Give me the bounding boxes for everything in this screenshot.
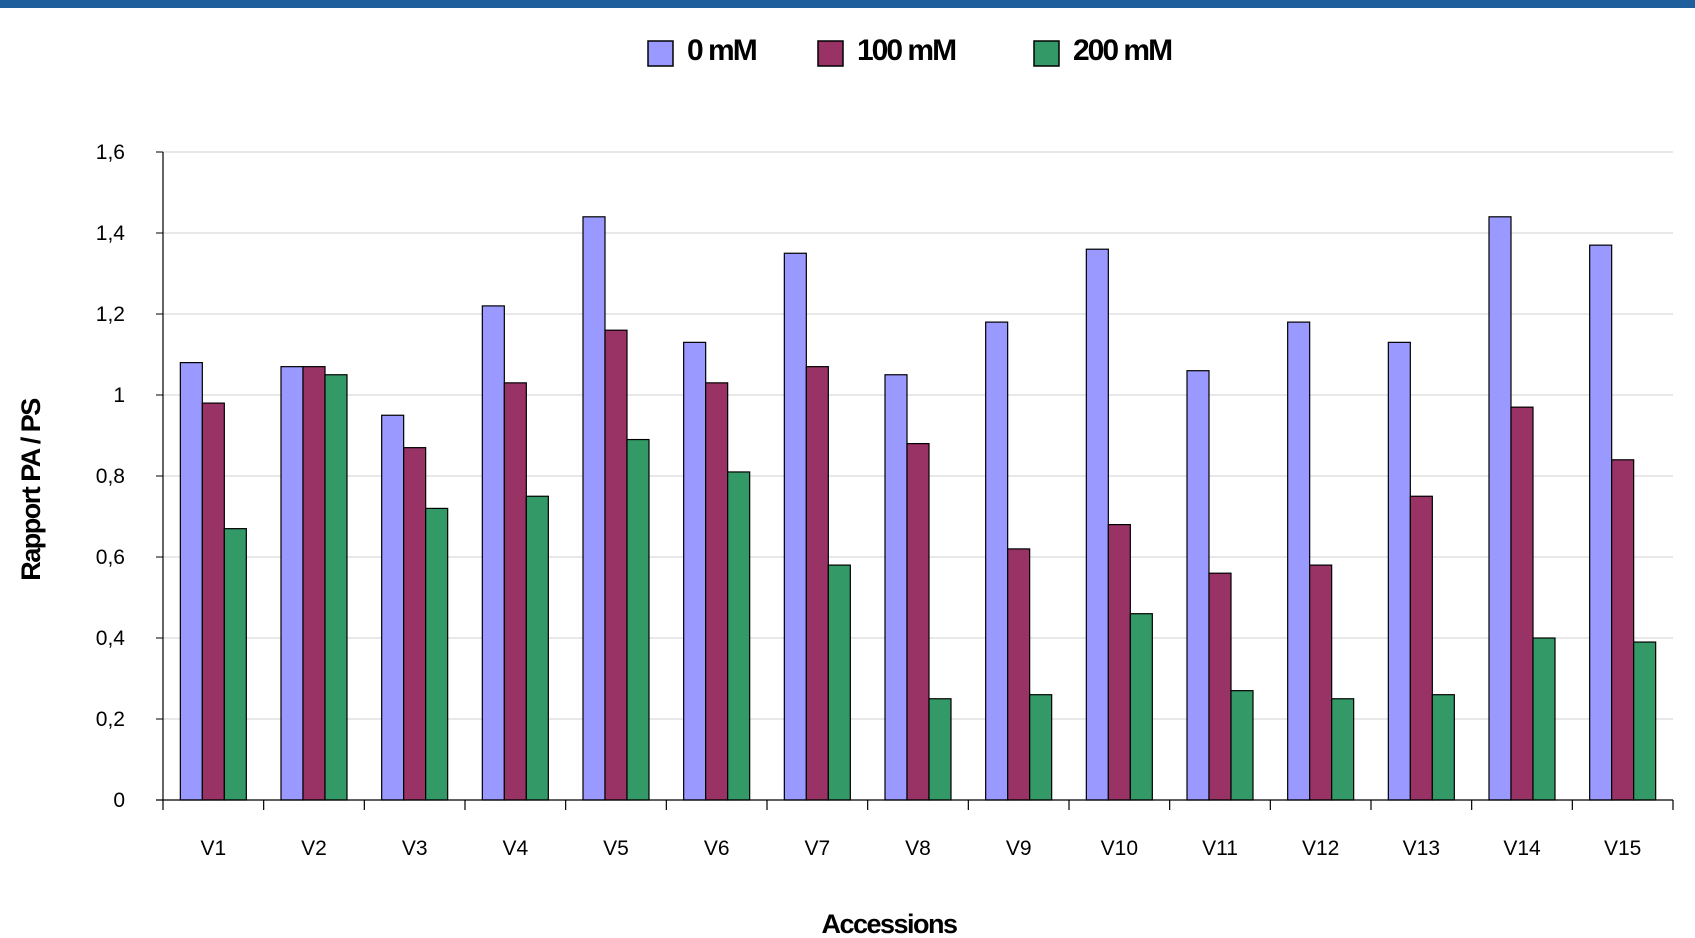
y-tick-label: 0,6 bbox=[96, 546, 125, 569]
legend: 0 mM 100 mM 200 mM bbox=[647, 34, 1173, 67]
bar-V12-0mM bbox=[1287, 321, 1311, 801]
y-tick-label: 0,8 bbox=[96, 465, 125, 488]
bar-V4-200mM bbox=[525, 495, 549, 801]
bar-V8-100mM bbox=[906, 443, 930, 801]
x-tick-label: V14 bbox=[1503, 837, 1541, 860]
bar-V10-100mM bbox=[1107, 523, 1131, 801]
y-tick-label: 0,2 bbox=[96, 708, 125, 731]
bar-V1-100mM bbox=[201, 402, 225, 801]
legend-swatch bbox=[817, 40, 844, 67]
bar-V6-0mM bbox=[683, 341, 707, 801]
bar-V11-100mM bbox=[1208, 572, 1232, 801]
bar-V14-100mM bbox=[1510, 406, 1534, 801]
x-tick-label: V11 bbox=[1202, 837, 1238, 860]
bar-V5-0mM bbox=[582, 216, 606, 801]
bar-V9-100mM bbox=[1007, 548, 1031, 801]
y-axis-title: Rapport PA / PS bbox=[16, 399, 46, 581]
y-tick-label: 1 bbox=[113, 384, 125, 407]
x-tick-label: V8 bbox=[905, 837, 931, 860]
bar-V3-200mM bbox=[425, 507, 449, 801]
bar-V13-200mM bbox=[1431, 694, 1455, 801]
bar-V5-100mM bbox=[604, 329, 628, 801]
bar-V8-0mM bbox=[884, 374, 908, 801]
bar-V7-100mM bbox=[805, 366, 829, 801]
top-border bbox=[0, 0, 1695, 8]
bar-V3-0mM bbox=[381, 414, 405, 801]
legend-label: 0 mM bbox=[687, 34, 756, 67]
bar-V9-0mM bbox=[985, 321, 1009, 801]
bar-V15-0mM bbox=[1589, 244, 1613, 801]
legend-swatch bbox=[647, 40, 674, 67]
bar-V1-0mM bbox=[179, 362, 203, 801]
bar-V10-0mM bbox=[1085, 248, 1109, 801]
x-tick-label: V13 bbox=[1403, 837, 1440, 860]
bar-V4-0mM bbox=[481, 305, 505, 801]
bar-V2-200mM bbox=[324, 374, 348, 801]
bar-V10-200mM bbox=[1129, 613, 1153, 801]
bars bbox=[179, 216, 1657, 801]
bar-V5-200mM bbox=[626, 438, 650, 801]
bar-V9-200mM bbox=[1029, 694, 1053, 801]
x-tick-label: V3 bbox=[402, 837, 428, 860]
legend-label: 200 mM bbox=[1073, 34, 1171, 67]
y-tick-label: 1,4 bbox=[96, 222, 126, 245]
bar-V6-200mM bbox=[727, 471, 751, 801]
x-tick-label: V15 bbox=[1604, 837, 1641, 860]
bar-V13-0mM bbox=[1387, 341, 1411, 801]
bar-V6-100mM bbox=[705, 382, 729, 801]
bar-V4-100mM bbox=[503, 382, 527, 801]
x-tick-label: V10 bbox=[1101, 837, 1138, 860]
bar-V13-100mM bbox=[1409, 495, 1433, 801]
bar-V12-100mM bbox=[1309, 564, 1333, 801]
bar-V15-200mM bbox=[1633, 641, 1657, 801]
bar-V7-200mM bbox=[827, 564, 851, 801]
x-tick-label: V9 bbox=[1006, 837, 1032, 860]
axes bbox=[156, 152, 1673, 801]
x-tick-label: V4 bbox=[502, 837, 528, 860]
x-axis-ticks: V1 V2 V3 V4 V5 V6 V7 V8 V9 V10 V11 V12 V13 V14 V15 bbox=[162, 800, 1674, 860]
y-tick-label: 0,4 bbox=[96, 627, 126, 650]
x-axis-title: Accessions bbox=[821, 909, 957, 938]
bar-V2-100mM bbox=[302, 366, 326, 801]
y-tick-label: 1,2 bbox=[96, 303, 125, 326]
bar-V2-0mM bbox=[280, 366, 304, 801]
bar-V7-0mM bbox=[783, 252, 807, 801]
bar-V14-200mM bbox=[1532, 637, 1556, 801]
bar-V11-0mM bbox=[1186, 370, 1210, 801]
bar-V3-100mM bbox=[403, 447, 427, 801]
bar-V12-200mM bbox=[1331, 698, 1355, 801]
bar-V15-100mM bbox=[1611, 459, 1635, 801]
bar-V8-200mM bbox=[928, 698, 952, 801]
bar-V1-200mM bbox=[223, 528, 247, 801]
x-tick-label: V7 bbox=[804, 837, 830, 860]
x-tick-label: V2 bbox=[301, 837, 327, 860]
y-axis-ticks: 0 0,2 0,4 0,6 0,8 1 1,2 1,4 1,6 bbox=[96, 141, 163, 812]
legend-label: 100 mM bbox=[857, 34, 955, 67]
y-tick-label: 1,6 bbox=[96, 141, 125, 164]
x-tick-label: V5 bbox=[603, 837, 629, 860]
x-tick-label: V12 bbox=[1302, 837, 1339, 860]
y-tick-label: 0 bbox=[113, 789, 125, 812]
bar-V14-0mM bbox=[1488, 216, 1512, 801]
x-tick-label: V6 bbox=[704, 837, 730, 860]
legend-swatch bbox=[1033, 40, 1060, 67]
x-tick-label: V1 bbox=[200, 837, 226, 860]
bar-V11-200mM bbox=[1230, 690, 1254, 801]
